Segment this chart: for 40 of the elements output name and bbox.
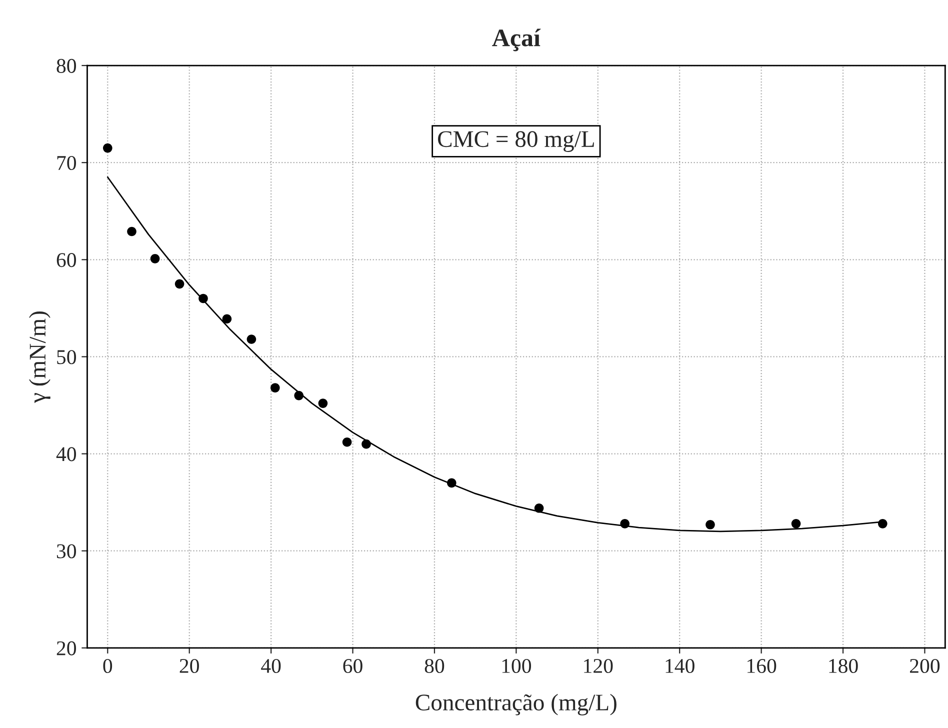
chart-title: Açaí [492, 28, 541, 52]
point [362, 439, 371, 449]
point [174, 279, 184, 289]
point [318, 398, 328, 408]
y-tick-label: 40 [56, 447, 76, 462]
point [706, 520, 715, 530]
point [878, 519, 888, 528]
x-tick-label: 120 [584, 658, 613, 673]
x-tick-label: 80 [424, 658, 444, 673]
point [534, 503, 544, 513]
x-tick-label: 140 [666, 658, 694, 673]
x-tick-label: 180 [829, 658, 858, 673]
point [246, 334, 256, 344]
x-tick-label: 40 [261, 658, 281, 673]
point [270, 383, 280, 392]
y-tick-label: 70 [57, 156, 76, 170]
x-tick-label: 0 [103, 658, 112, 673]
point [294, 390, 304, 400]
point [620, 519, 630, 528]
point [446, 478, 456, 488]
y-tick-label: 50 [57, 350, 76, 364]
point [222, 314, 232, 324]
point [127, 226, 136, 236]
point [150, 254, 160, 264]
annotation: CMC = 80 mg/L [438, 131, 594, 152]
y-axis-title: γ (mN/m) [29, 312, 50, 403]
x-tick-label: 100 [502, 658, 532, 673]
x-axis-title: Concentração (mg/L) [416, 694, 616, 716]
x-tick-label: 160 [748, 658, 776, 673]
x-tick-label: 20 [180, 658, 199, 673]
y-tick-label: 60 [56, 253, 76, 268]
point [342, 437, 352, 447]
x-tick-label: 200 [910, 658, 940, 673]
point [791, 519, 801, 528]
y-tick-label: 30 [56, 544, 76, 558]
y-tick-label: 80 [56, 58, 76, 73]
x-tick-label: 60 [343, 658, 362, 673]
point [102, 143, 112, 153]
point [198, 294, 208, 304]
y-tick-label: 20 [56, 641, 76, 656]
